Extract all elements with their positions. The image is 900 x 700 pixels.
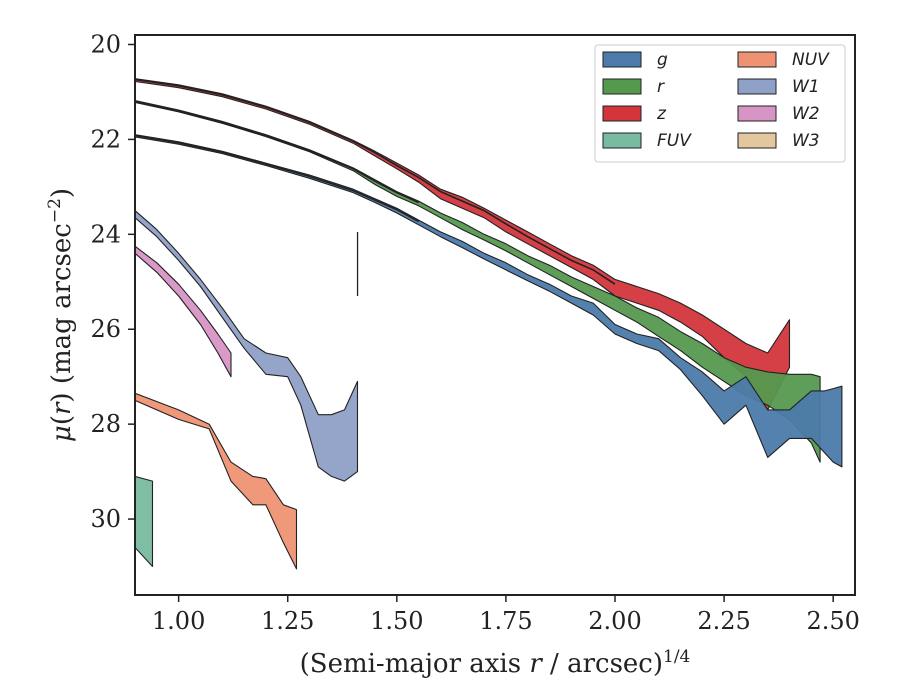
legend-label-fuv: FUV — [657, 131, 692, 151]
y-tick-label: 30 — [90, 505, 121, 533]
x-tick-label: 1.25 — [261, 607, 314, 635]
profile-line-3 — [135, 134, 419, 223]
legend-label-w2: W2 — [792, 104, 820, 124]
legend-box — [594, 44, 846, 163]
legend-swatch-w3 — [737, 132, 777, 149]
legend-label-w1: W1 — [792, 77, 820, 97]
y-axis-ticks: 20 22 24 26 28 30 — [90, 30, 135, 533]
profile-lines — [135, 78, 616, 285]
x-axis-label: (Semi-major axis r / arcsec)1/4 — [300, 647, 691, 679]
profile-line-1 — [135, 78, 616, 285]
legend-swatch-fuv — [602, 132, 642, 149]
band-r — [135, 99, 821, 463]
x-tick-label: 1.75 — [479, 607, 532, 635]
x-tick-label: 2.00 — [588, 607, 641, 635]
band-z — [135, 78, 791, 411]
legend-label-nuv: NUV — [792, 50, 830, 70]
legend-label-g: g — [657, 50, 668, 70]
band-g — [135, 134, 843, 468]
x-tick-label: 1.50 — [370, 607, 423, 635]
legend: grz FUV NUV W1 W2 W3 — [594, 44, 846, 163]
legend-swatch-r — [602, 78, 642, 95]
legend-swatch-nuv — [737, 51, 777, 68]
x-axis-ticks: 1.00 1.25 1.50 1.75 2.00 2.25 2.50 — [152, 595, 860, 635]
legend-swatch-w2 — [737, 105, 777, 122]
legend-swatch-w1 — [737, 78, 777, 95]
y-tick-label: 24 — [90, 220, 121, 248]
y-tick-label: 28 — [90, 410, 121, 438]
x-tick-label: 2.25 — [697, 607, 750, 635]
legend-label-r: r — [657, 77, 665, 97]
legend-label-w3: W3 — [792, 131, 820, 151]
legend-swatch-g — [602, 51, 642, 68]
x-tick-label: 1.00 — [152, 607, 205, 635]
band-areas — [135, 78, 843, 570]
band-nuv — [135, 392, 298, 570]
x-tick-label: 2.50 — [806, 607, 859, 635]
band-w1 — [135, 210, 359, 482]
band-w2 — [135, 245, 232, 378]
legend-label-z: z — [656, 104, 667, 124]
y-tick-label: 20 — [90, 30, 121, 58]
plot-frame — [134, 34, 856, 596]
band-fuv — [135, 475, 154, 568]
profile-line-2 — [135, 100, 419, 204]
y-tick-label: 22 — [90, 125, 121, 153]
y-tick-label: 26 — [90, 315, 121, 343]
y-axis-label: μ(r) (mag arcsec−2) — [45, 188, 77, 442]
legend-swatch-z — [602, 105, 642, 122]
